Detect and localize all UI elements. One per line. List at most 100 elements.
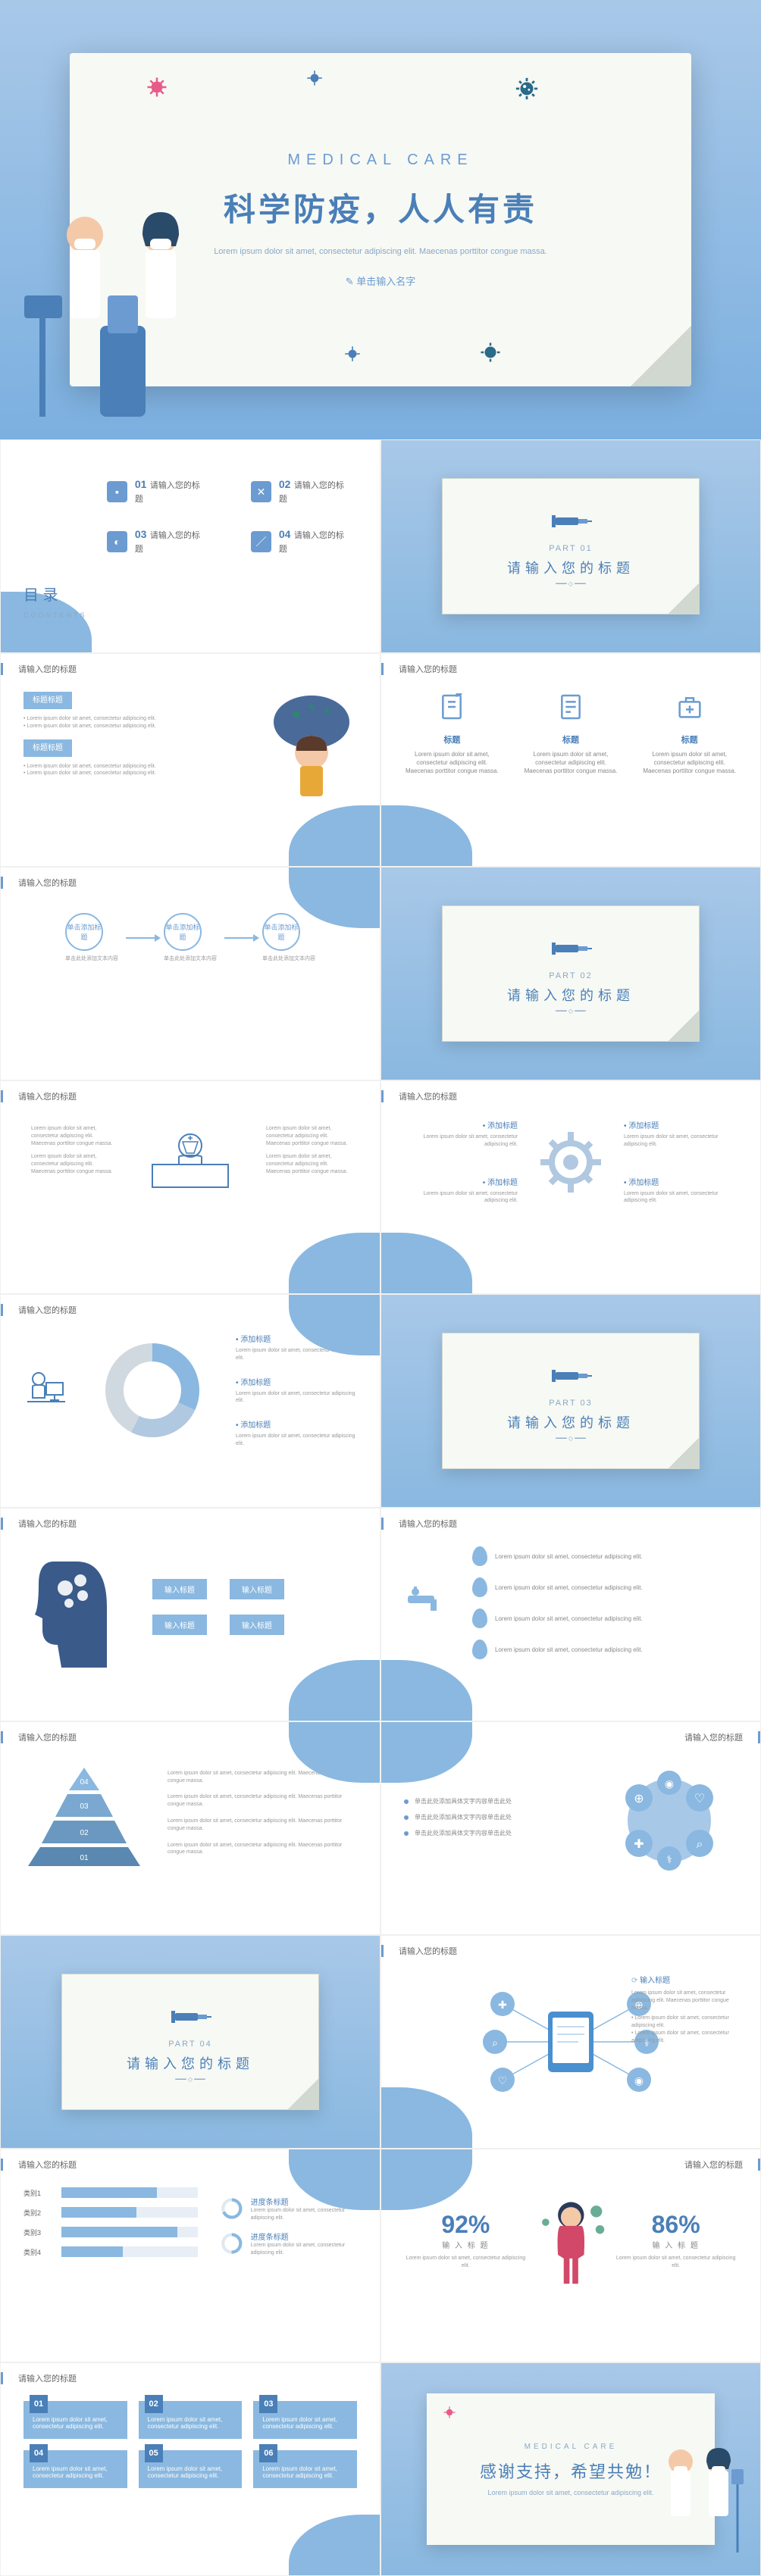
bar-row: 类别4 xyxy=(23,2246,198,2257)
part-label: PART 03 xyxy=(549,1399,592,1408)
svg-text:⚕: ⚕ xyxy=(666,1853,672,1865)
drop-icon xyxy=(472,1577,487,1597)
slide-content: 请输入您的标题 输入标题输入标题 输入标题输入标题 xyxy=(0,1508,380,1721)
stat-label: 输 入 标 题 xyxy=(404,2239,528,2250)
syringe-icon xyxy=(548,1361,593,1391)
syringe-icon xyxy=(168,2002,213,2032)
faucet-icon xyxy=(404,1580,449,1626)
document-icon xyxy=(556,692,586,722)
toc-item: ◐03 请输入您的标题 xyxy=(107,528,205,555)
part-title: 请输入您的标题 xyxy=(507,985,634,1005)
content-column: 标题 Lorem ipsum dolor sit amet, consectet… xyxy=(523,692,619,776)
slide-content: 请输入您的标题 92% 输 入 标 题 Lorem ipsum dolor si… xyxy=(380,2149,761,2362)
slide-grid: ▪01 请输入您的标题 ✕02 请输入您的标题 ◐03 请输入您的标题 ／04 … xyxy=(0,439,761,2576)
bullet: 单击此处添加具体文字内容单击此处 xyxy=(404,1797,571,1805)
content-column: 标题 Lorem ipsum dolor sit amet, consectet… xyxy=(641,692,738,776)
medical-icons-cluster: ⊕ ♡ ✚ ⌕ ◉ ⚕ xyxy=(601,1760,738,1881)
num-box: 04Lorem ipsum dolor sit amet, consectetu… xyxy=(23,2450,127,2488)
part-label: PART 01 xyxy=(549,544,592,553)
label-box: 输入标题 xyxy=(152,1579,207,1599)
slide-title: 请输入您的标题 xyxy=(381,663,457,675)
donut-chart xyxy=(99,1337,205,1443)
slide-content: 请输入您的标题 类别1 类别2 类别3 类别4 进度条标题Lorem ipsum… xyxy=(0,2149,380,2362)
arrow-icon xyxy=(126,937,156,939)
bar-row: 类别1 xyxy=(23,2187,198,2198)
progress-circle-icon xyxy=(221,2230,243,2257)
progress-item: 进度条标题Lorem ipsum dolor sit amet, consect… xyxy=(221,2195,357,2222)
virus-icon xyxy=(479,341,502,364)
slide-content: 请输入您的标题 04 03 02 01 Lorem ipsum dolor si… xyxy=(0,1721,380,1935)
slide-content: 请输入您的标题 01Lorem ipsum dolor sit amet, co… xyxy=(0,2362,380,2576)
underline: ━━━ ◇ ━━━ xyxy=(556,1008,586,1014)
col-title: 标题 xyxy=(523,733,619,746)
toc-label: 目 录COONTENTS xyxy=(23,583,87,622)
slide-content: 请输入您的标题 • 添加标题 Lorem ipsum dolor sit ame… xyxy=(380,1080,761,1294)
lorem: • Lorem ipsum dolor sit amet, consectetu… xyxy=(23,763,243,771)
medical-care-label: MEDICAL CARE xyxy=(525,2443,618,2451)
medical-bag-icon xyxy=(675,692,705,722)
virus-icon xyxy=(343,344,362,364)
stat-block: 86% 输 入 标 题 Lorem ipsum dolor sit amet, … xyxy=(614,2211,738,2270)
sick-person-illustration xyxy=(266,692,357,798)
part-label: PART 02 xyxy=(549,971,592,980)
drop-item: Lorem ipsum dolor sit amet, consectetur … xyxy=(472,1640,738,1659)
svg-text:⊕: ⊕ xyxy=(634,1793,644,1805)
svg-text:✚: ✚ xyxy=(498,1999,507,2011)
pyramid-label: Lorem ipsum dolor sit amet, consectetur … xyxy=(168,1793,357,1809)
svg-text:✚: ✚ xyxy=(634,1838,644,1851)
slide-section-1: PART 01 请输入您的标题 ━━━ ◇ ━━━ xyxy=(380,439,761,653)
drop-icon xyxy=(472,1608,487,1628)
slide-content: 请输入您的标题 Lorem ipsum dolor sit amet, cons… xyxy=(380,1508,761,1721)
svg-text:♡: ♡ xyxy=(694,1793,705,1805)
woman-illustration xyxy=(528,2187,615,2293)
bandage-icon: ✕ xyxy=(251,481,271,502)
slide-title: 请输入您的标题 xyxy=(1,2372,77,2384)
progress-circle-icon xyxy=(221,2195,243,2222)
num-box: 03Lorem ipsum dolor sit amet, consectetu… xyxy=(253,2401,357,2439)
slide-content: 请输入您的标题 ✚ ⌕ ♡ ⊕ ⚕ ◉ ⟳ 输入标题 Lorem ipsum d… xyxy=(380,1935,761,2149)
title-card: MEDICAL CARE 科学防疫，人人有责 Lorem ipsum dolor… xyxy=(70,53,691,386)
underline: ━━━ ◇ ━━━ xyxy=(556,580,586,587)
svg-text:04: 04 xyxy=(80,1778,89,1787)
author: ✎ 单击输入名字 xyxy=(346,274,416,288)
slide-content: 请输入您的标题 标题标题 • Lorem ipsum dolor sit ame… xyxy=(0,653,380,867)
stat-block: 92% 输 入 标 题 Lorem ipsum dolor sit amet, … xyxy=(404,2211,528,2270)
part-title: 请输入您的标题 xyxy=(507,558,634,577)
label-box: 输入标题 xyxy=(230,1615,284,1635)
slide-section-4: PART 04 请输入您的标题 ━━━ ◇ ━━━ xyxy=(0,1935,380,2149)
part-label: PART 04 xyxy=(168,2040,211,2049)
text-box-label: 标题标题 xyxy=(23,739,72,757)
num-box: 02Lorem ipsum dolor sit amet, consectetu… xyxy=(139,2401,243,2439)
col-text: Lorem ipsum dolor sit amet, consectetur … xyxy=(523,750,619,776)
virus-icon xyxy=(305,68,324,88)
slide-toc: ▪01 请输入您的标题 ✕02 请输入您的标题 ◐03 请输入您的标题 ／04 … xyxy=(0,439,380,653)
slide-title: 请输入您的标题 xyxy=(684,2159,760,2171)
slide-title: 请输入您的标题 xyxy=(1,1518,77,1530)
subtitle: Lorem ipsum dolor sit amet, consectetur … xyxy=(214,245,547,258)
stat-label: 输 入 标 题 xyxy=(614,2239,738,2250)
bar-row: 类别3 xyxy=(23,2227,198,2237)
svg-text:03: 03 xyxy=(80,1802,89,1811)
pill-icon: ◐ xyxy=(107,531,127,552)
col-title: 标题 xyxy=(404,733,500,746)
drop-icon xyxy=(472,1546,487,1566)
col-text: Lorem ipsum dolor sit amet, consectetur … xyxy=(404,750,500,776)
slide-final: MEDICAL CARE 感谢支持，希望共勉！ Lorem ipsum dolo… xyxy=(380,2362,761,2576)
toc-item: ▪01 请输入您的标题 xyxy=(107,478,205,505)
toc-item: ✕02 请输入您的标题 xyxy=(251,478,349,505)
final-subtitle: Lorem ipsum dolor sit amet, consectetur … xyxy=(487,2489,653,2496)
slide-content: 请输入您的标题 单击此处添加具体文字内容单击此处 单击此处添加具体文字内容单击此… xyxy=(380,1721,761,1935)
title-slide: MEDICAL CARE 科学防疫，人人有责 Lorem ipsum dolor… xyxy=(0,0,761,439)
underline: ━━━ ◇ ━━━ xyxy=(556,1435,586,1442)
underline: ━━━ ◇ ━━━ xyxy=(175,2076,205,2083)
bottle-icon: ▪ xyxy=(107,481,127,502)
toc-item: ／04 请输入您的标题 xyxy=(251,528,349,555)
num-box: 06Lorem ipsum dolor sit amet, consectetu… xyxy=(253,2450,357,2488)
svg-text:◉: ◉ xyxy=(634,2074,644,2087)
stat-value: 86% xyxy=(614,2211,738,2239)
slide-title: 请输入您的标题 xyxy=(1,2159,77,2171)
col-text: Lorem ipsum dolor sit amet, consectetur … xyxy=(641,750,738,776)
pyramid-label: Lorem ipsum dolor sit amet, consectetur … xyxy=(168,1818,357,1833)
pyramid-label: Lorem ipsum dolor sit amet, consectetur … xyxy=(168,1842,357,1857)
slide-content: 请输入您的标题 单击添加标题单击此处添加文本内容 单击添加标题单击此处添加文本内… xyxy=(0,867,380,1080)
